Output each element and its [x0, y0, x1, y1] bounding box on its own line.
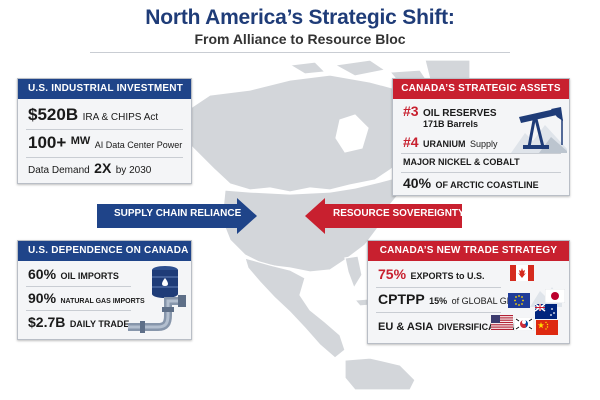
card-heading: U.S. DEPENDENCE ON CANADA	[18, 241, 191, 261]
nickel-cobalt-label: MAJOR NICKEL & COBALT	[403, 157, 520, 167]
power-unit: MW	[70, 135, 91, 147]
cptpp-pct: 15%	[429, 296, 448, 306]
divider	[401, 172, 561, 173]
arctic-label: OF ARCTIC COASTLINE	[435, 180, 539, 190]
cptpp-label: CPTPP	[378, 291, 425, 307]
cptpp-row: CPTPP 15% of GLOBAL GDP	[378, 291, 519, 309]
page-subtitle: From Alliance to Resource Bloc	[194, 31, 406, 47]
card-heading: CANADA’S STRATEGIC ASSETS	[393, 79, 569, 99]
supply-chain-label: SUPPLY CHAIN RELIANCE	[114, 208, 242, 219]
oil-imports-pct: 60%	[28, 266, 57, 282]
eu-asia-label: EU & ASIA	[378, 321, 434, 333]
supply-chain-arrow	[97, 198, 257, 234]
divider	[26, 129, 183, 130]
oil-reserves-value: 171B Barrels	[423, 119, 479, 129]
card-heading: CANADA’S NEW TRADE STRATEGY	[368, 241, 569, 261]
uranium-row: #4 URANIUM Supply	[403, 134, 498, 152]
canada-flag-icon	[510, 265, 534, 281]
investment-amount: $520B	[28, 105, 79, 124]
china-flag-icon	[536, 320, 558, 335]
oil-reserves-row: #3 OIL RESERVES	[403, 103, 497, 121]
card-heading: U.S. INDUSTRIAL INVESTMENT	[18, 79, 191, 99]
diversification-label: DIVERSIFICATION	[437, 322, 516, 332]
daily-trade-value: $2.7B	[28, 314, 66, 330]
oil-imports-row: 60% OIL IMPORTS	[28, 266, 119, 284]
oil-barrel-icon	[152, 266, 178, 298]
divider	[26, 310, 131, 311]
arctic-row: 40% OF ARCTIC COASTLINE	[403, 175, 539, 193]
gas-imports-row: 90% NATURAL GAS IMPORTS	[28, 290, 145, 308]
resource-sovereignty-label: RESOURCE SOVEREIGNTY	[333, 208, 465, 219]
oil-pumpjack-icon	[511, 107, 567, 153]
eu-asia-row: EU & ASIA DIVERSIFICATION	[378, 317, 516, 335]
cptpp-note: of GLOBAL GDP	[451, 296, 520, 306]
canada-trade-strategy-card: CANADA’S NEW TRADE STRATEGY 75% EXPORTS …	[367, 240, 570, 344]
oil-imports-label: OIL IMPORTS	[60, 271, 119, 281]
korea-flag-icon	[514, 317, 534, 331]
canada-strategic-assets-card: CANADA’S STRATEGIC ASSETS #3 OIL RESERVE…	[392, 78, 570, 196]
exports-pct: 75%	[378, 266, 407, 282]
resource-sovereignty-arrow	[305, 198, 462, 234]
pipeline-icon	[128, 295, 186, 333]
divider	[401, 153, 561, 154]
page-title: North America’s Strategic Shift:	[145, 6, 455, 29]
divider	[26, 157, 183, 158]
australia-flag-icon	[535, 304, 557, 319]
gas-imports-pct: 90%	[28, 290, 57, 306]
eu-flag-icon	[508, 293, 530, 308]
demand-note: by 2030	[115, 165, 152, 176]
usa-flag-icon	[491, 315, 513, 330]
investment-row: $520B IRA & CHIPS Act	[28, 105, 158, 125]
power-value: 100+	[28, 133, 67, 152]
exports-label: EXPORTS to U.S.	[410, 271, 485, 281]
investment-note: IRA & CHIPS Act	[82, 112, 159, 123]
title-divider	[90, 52, 510, 53]
demand-value: 2X	[94, 160, 112, 176]
oil-reserves-label: OIL RESERVES	[423, 108, 497, 119]
demand-row: Data Demand 2X by 2030	[28, 160, 151, 178]
arctic-pct: 40%	[403, 175, 432, 191]
japan-flag-icon	[545, 289, 565, 303]
demand-label: Data Demand	[28, 165, 90, 176]
uranium-rank: #4	[403, 134, 419, 150]
daily-trade-label: DAILY TRADE	[69, 319, 130, 329]
divider	[376, 312, 501, 313]
us-industrial-investment-card: U.S. INDUSTRIAL INVESTMENT $520B IRA & C…	[17, 78, 192, 184]
us-dependence-card: U.S. DEPENDENCE ON CANADA 60% OIL IMPORT…	[17, 240, 192, 340]
power-note: AI Data Center Power	[94, 140, 183, 150]
exports-row: 75% EXPORTS to U.S.	[378, 266, 485, 284]
oil-rank: #3	[403, 103, 419, 119]
gas-imports-label: NATURAL GAS IMPORTS	[60, 298, 145, 305]
divider	[376, 287, 501, 288]
daily-trade-row: $2.7B DAILY TRADE	[28, 314, 129, 332]
uranium-label: URANIUM	[423, 139, 466, 149]
divider	[26, 286, 131, 287]
power-row: 100+ MW AI Data Center Power	[28, 133, 182, 153]
uranium-note: Supply	[469, 139, 498, 149]
